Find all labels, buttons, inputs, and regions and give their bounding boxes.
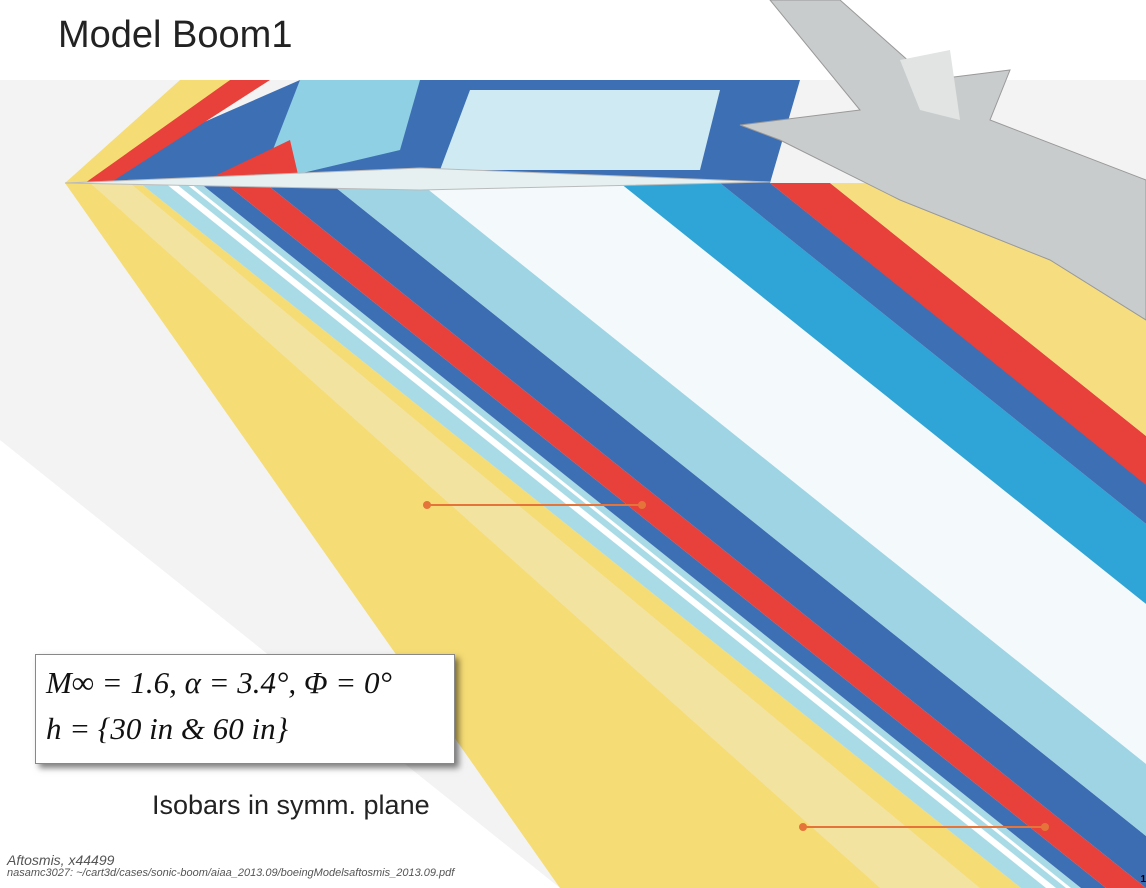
conditions-line: M∞ = 1.6, α = 3.4°, Φ = 0° [46,665,392,700]
slide-title: Model Boom1 [58,14,293,56]
caption: Isobars in symm. plane [152,790,430,820]
conditions-line: h = {30 in & 60 in} [46,711,289,746]
conditions-box: M∞ = 1.6, α = 3.4°, Φ = 0° h = {30 in & … [35,654,455,764]
page-number: 1 [1140,874,1146,885]
footer-path: nasamc3027: ~/cart3d/cases/sonic-boom/ai… [7,867,455,879]
footer-author: Aftosmis, x44499 [7,852,115,868]
